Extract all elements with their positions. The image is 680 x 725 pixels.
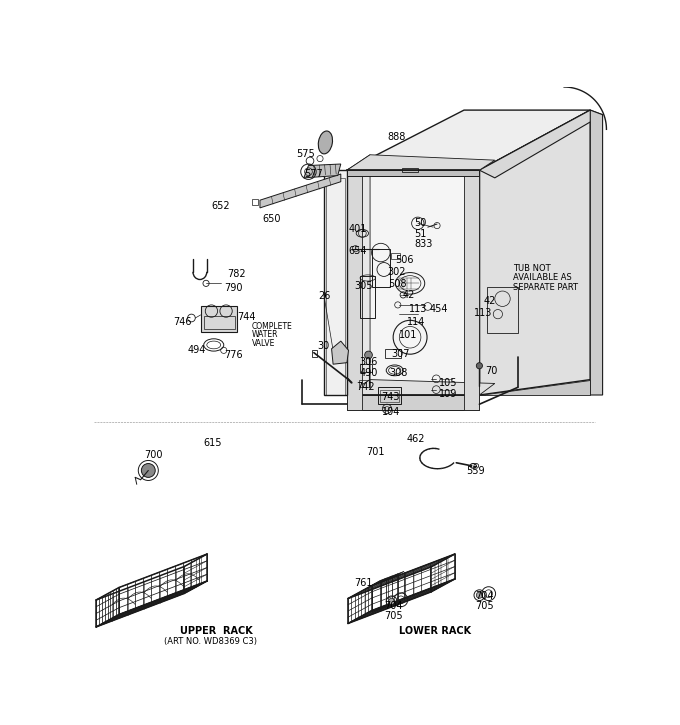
Text: SEPARATE PART: SEPARATE PART — [513, 283, 578, 291]
Text: 401: 401 — [348, 224, 367, 234]
Text: 494: 494 — [188, 345, 206, 355]
Text: 790: 790 — [224, 283, 242, 294]
Polygon shape — [347, 170, 362, 410]
Polygon shape — [332, 341, 348, 364]
Ellipse shape — [318, 131, 333, 154]
Bar — [386, 349, 401, 358]
Text: TUB NOT: TUB NOT — [513, 264, 551, 273]
Text: 704: 704 — [384, 601, 403, 611]
Text: 761: 761 — [355, 579, 373, 588]
Text: 508: 508 — [388, 278, 407, 289]
Text: 302: 302 — [387, 268, 405, 277]
Text: 105: 105 — [439, 378, 458, 388]
Polygon shape — [324, 170, 347, 395]
Text: 26: 26 — [318, 291, 331, 301]
Circle shape — [388, 598, 394, 605]
Bar — [380, 389, 398, 402]
Text: 109: 109 — [439, 389, 458, 399]
Text: 615: 615 — [204, 438, 222, 448]
Bar — [403, 168, 418, 173]
Circle shape — [141, 463, 155, 477]
Text: 654: 654 — [348, 247, 367, 257]
Bar — [359, 380, 370, 387]
Text: 705: 705 — [475, 601, 494, 611]
Text: 307: 307 — [391, 349, 409, 359]
Text: 104: 104 — [381, 407, 400, 417]
Bar — [326, 178, 345, 395]
Text: 782: 782 — [228, 269, 246, 278]
Text: 490: 490 — [359, 368, 377, 378]
Text: 50: 50 — [414, 218, 426, 228]
Polygon shape — [347, 154, 370, 395]
Text: 306: 306 — [359, 357, 377, 367]
Text: 742: 742 — [356, 382, 375, 392]
Text: LOWER RACK: LOWER RACK — [399, 626, 471, 636]
Text: 701: 701 — [367, 447, 385, 457]
Text: 462: 462 — [406, 434, 425, 444]
Text: WATER: WATER — [252, 331, 278, 339]
Text: 743: 743 — [381, 392, 400, 402]
Polygon shape — [347, 170, 479, 176]
Text: 746: 746 — [173, 318, 192, 327]
Text: 559: 559 — [466, 466, 485, 476]
Bar — [360, 276, 375, 318]
Text: UPPER  RACK: UPPER RACK — [180, 626, 253, 636]
Bar — [378, 387, 401, 405]
Text: 30: 30 — [318, 341, 330, 351]
Text: 833: 833 — [414, 239, 432, 249]
Text: 305: 305 — [355, 281, 373, 291]
Circle shape — [364, 351, 373, 359]
Bar — [371, 249, 390, 287]
Text: 113: 113 — [409, 304, 428, 314]
Polygon shape — [347, 154, 495, 170]
Text: 700: 700 — [144, 450, 163, 460]
Polygon shape — [464, 170, 479, 410]
Text: (ART NO. WD8369 C3): (ART NO. WD8369 C3) — [164, 637, 257, 646]
Text: 51: 51 — [414, 228, 426, 239]
Text: 70: 70 — [485, 365, 497, 376]
Bar — [204, 316, 235, 328]
Bar — [487, 287, 518, 334]
Text: 42: 42 — [403, 290, 415, 300]
Polygon shape — [201, 306, 237, 332]
Polygon shape — [347, 170, 479, 395]
Polygon shape — [479, 380, 590, 395]
Text: 650: 650 — [262, 214, 281, 224]
Bar — [391, 252, 400, 259]
Text: 744: 744 — [237, 312, 256, 322]
Text: 506: 506 — [396, 255, 414, 265]
Text: 114: 114 — [407, 318, 426, 327]
Polygon shape — [260, 174, 341, 208]
Text: AVAILABLE AS: AVAILABLE AS — [513, 273, 572, 282]
Polygon shape — [347, 380, 495, 395]
Text: 776: 776 — [224, 349, 242, 360]
Text: 652: 652 — [211, 201, 230, 211]
Bar — [312, 349, 317, 357]
Text: COMPLETE: COMPLETE — [252, 322, 292, 331]
Text: 42: 42 — [484, 296, 496, 306]
Bar — [360, 364, 373, 372]
Bar — [252, 199, 258, 204]
Polygon shape — [590, 110, 602, 395]
Text: 577: 577 — [304, 169, 322, 178]
Polygon shape — [479, 110, 590, 395]
Text: VALVE: VALVE — [252, 339, 275, 348]
Text: 308: 308 — [390, 368, 408, 378]
Polygon shape — [479, 110, 602, 178]
Polygon shape — [304, 164, 341, 178]
Text: 888: 888 — [387, 132, 405, 141]
Text: 704: 704 — [475, 591, 494, 600]
Circle shape — [476, 362, 483, 369]
Text: 705: 705 — [384, 610, 403, 621]
Polygon shape — [347, 110, 590, 170]
Circle shape — [476, 592, 483, 598]
Text: 113: 113 — [474, 308, 492, 318]
Polygon shape — [347, 395, 479, 410]
Text: 101: 101 — [399, 330, 418, 339]
Text: 454: 454 — [429, 304, 448, 314]
Text: 575: 575 — [296, 149, 315, 159]
